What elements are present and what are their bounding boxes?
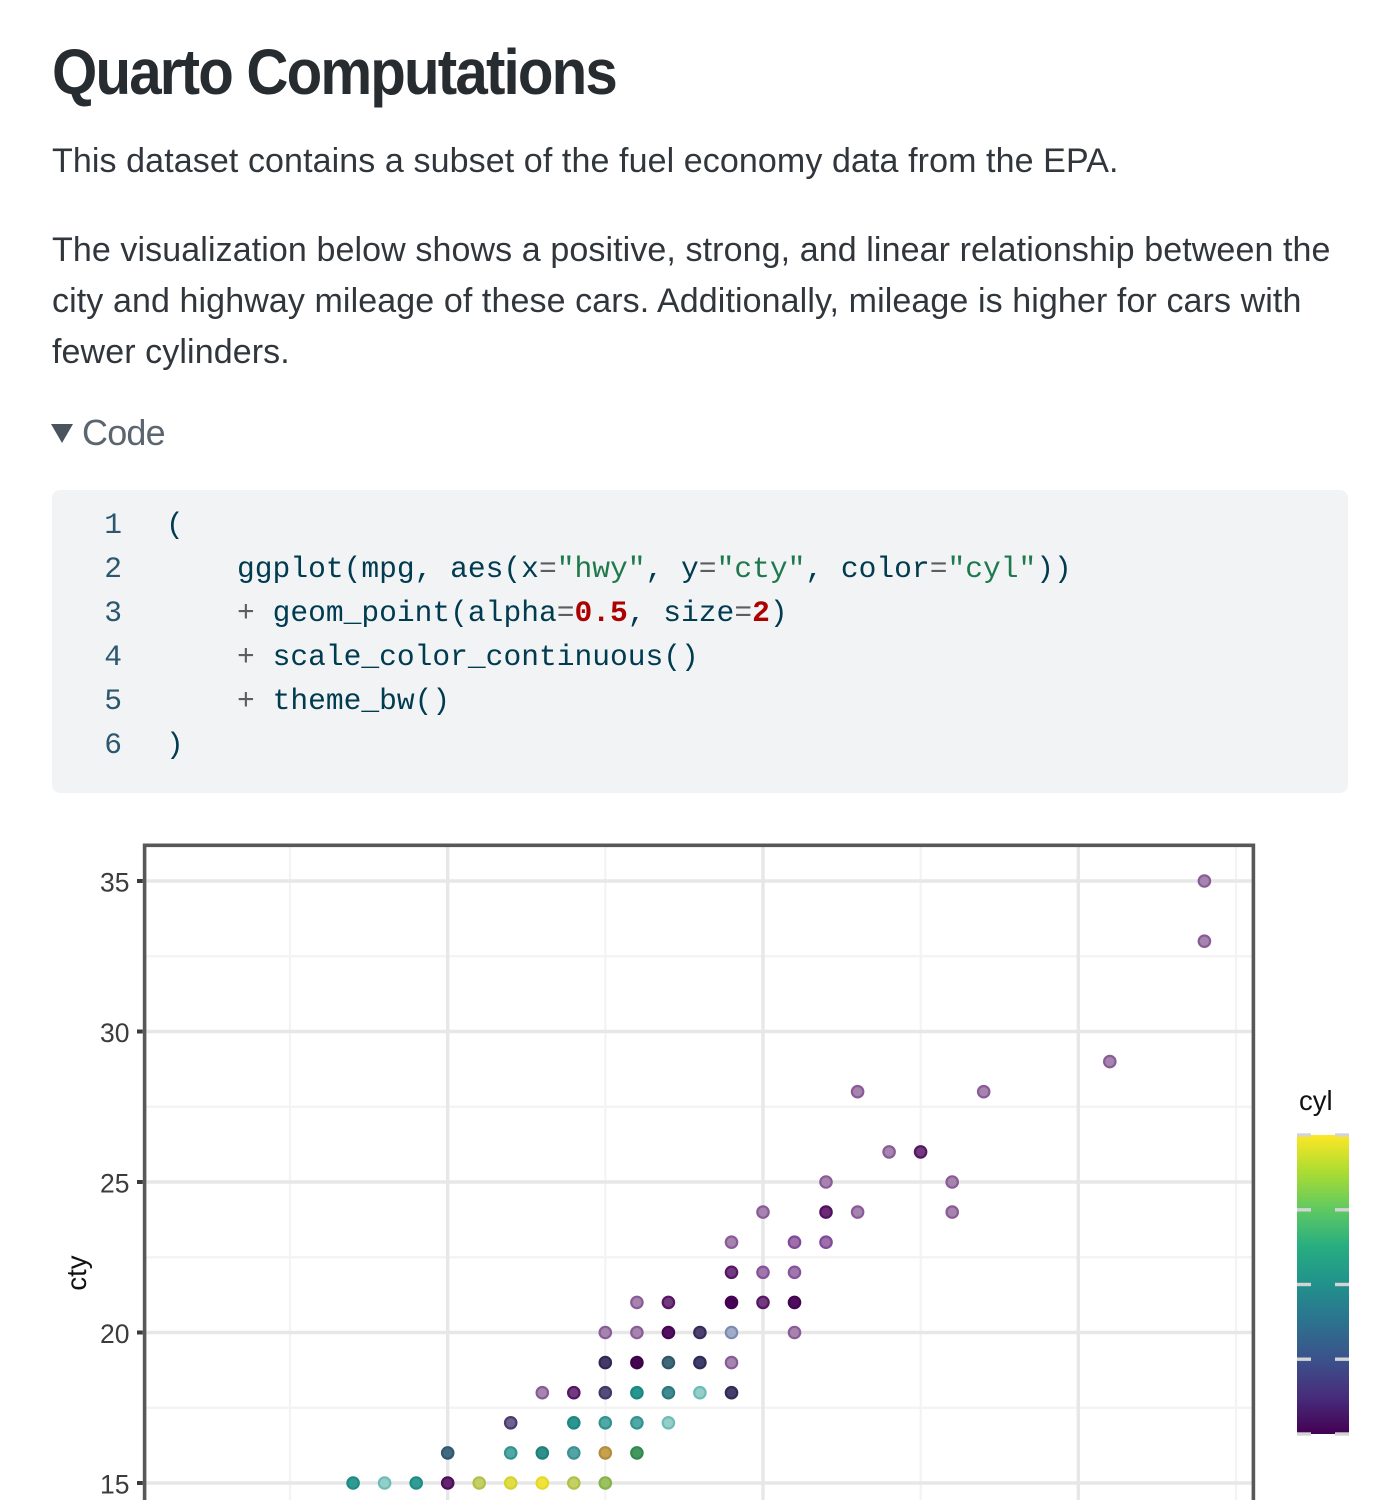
svg-text:35: 35 [100,868,129,898]
svg-text:cty: cty [61,1255,92,1290]
svg-text:30: 30 [100,1018,129,1048]
svg-text:20: 20 [100,1319,129,1349]
svg-text:25: 25 [100,1169,129,1199]
svg-text:15: 15 [100,1470,129,1500]
svg-text:cyl: cyl [1299,1085,1333,1116]
